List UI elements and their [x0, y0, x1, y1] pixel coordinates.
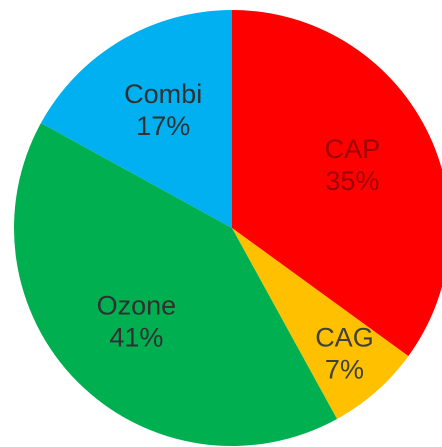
slice-category-label: CAP	[325, 134, 381, 164]
pie-slice	[232, 228, 409, 420]
slice-value-label: 35%	[325, 166, 379, 196]
slice-value-label: 17%	[136, 111, 190, 141]
pie-slice	[232, 10, 442, 357]
slice-category-label: Combi	[124, 79, 202, 109]
slice-category-label: Ozone	[97, 291, 177, 321]
slice-category-label: CAG	[315, 323, 374, 353]
slice-value-label: 41%	[109, 323, 163, 353]
slice-value-label: 7%	[325, 355, 364, 385]
pie-slice	[40, 9, 232, 228]
pie-slice	[14, 122, 338, 446]
